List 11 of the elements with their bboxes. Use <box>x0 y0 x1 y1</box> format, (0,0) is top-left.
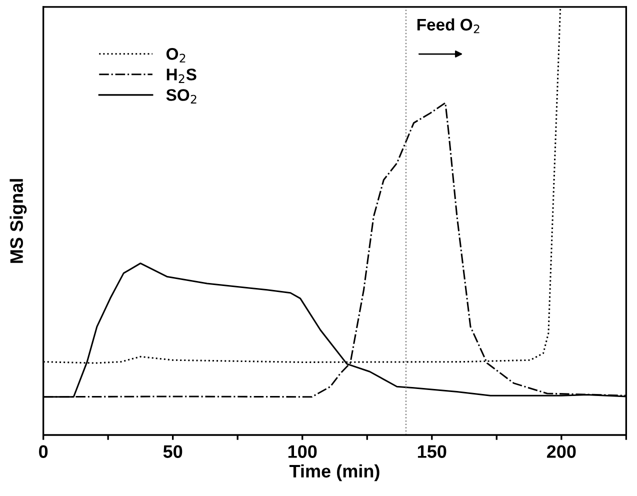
x-axis-title: Time (min) <box>289 464 380 482</box>
legend-label: O$_{2}$ <box>166 48 186 62</box>
x-tick-label: 0 <box>39 445 48 458</box>
y-axis-title: MS Signal <box>10 179 27 263</box>
legend-label: SO$_{2}$ <box>166 89 196 104</box>
x-tick-label: 50 <box>163 445 182 458</box>
x-tick-label: 150 <box>418 445 446 458</box>
x-tick-label: 100 <box>288 445 317 458</box>
ref-line-label: Feed O$_{2}$ <box>417 18 480 34</box>
legend-label: H$_{2}$S <box>166 68 196 83</box>
x-tick-label: 200 <box>546 445 576 458</box>
